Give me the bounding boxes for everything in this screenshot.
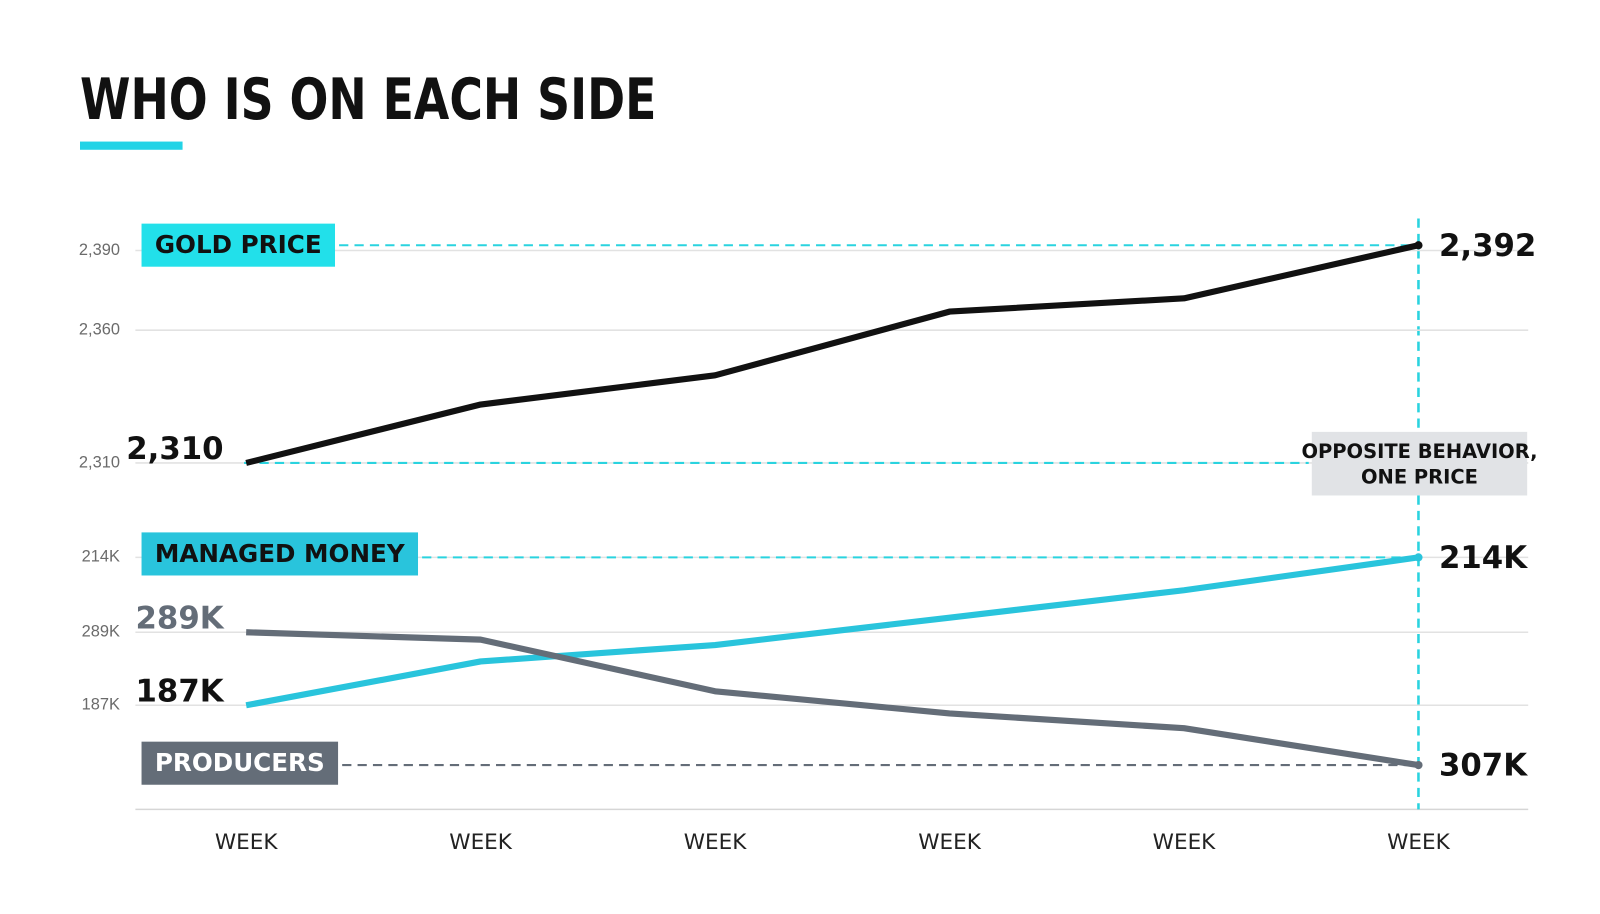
value-label: 2,392	[1439, 228, 1536, 264]
series-label-box	[141, 223, 336, 267]
x-tick-label: WEEK	[684, 830, 747, 855]
annotation: OPPOSITE BEHAVIOR,	[1301, 440, 1537, 463]
value-label: 307K	[1439, 748, 1528, 784]
x-tick-label: WEEK	[918, 830, 981, 855]
value-label: 289K	[136, 600, 225, 636]
series-label: MANAGED MONEY	[155, 539, 406, 568]
annotation: ONE PRICE	[1361, 466, 1478, 489]
annotation-box	[1311, 431, 1528, 496]
y-tick-label: 2,390	[79, 241, 120, 259]
series-label: PRODUCERS	[155, 748, 325, 777]
series-label-box	[141, 741, 339, 785]
x-tick-label: WEEK	[215, 830, 278, 855]
end-point	[1414, 241, 1423, 250]
series-label: GOLD PRICE	[155, 230, 322, 259]
end-point	[1414, 760, 1423, 770]
value-label: 2,310	[126, 431, 223, 467]
end-point	[1414, 553, 1423, 562]
series-label-box	[141, 532, 419, 576]
y-tick-label: 2,310	[79, 453, 120, 471]
y-tick-label: 289K	[82, 623, 120, 641]
series-line	[245, 554, 1419, 709]
x-tick-label: WEEK	[449, 830, 512, 855]
y-tick-label: 2,360	[79, 321, 120, 339]
value-label: 187K	[136, 673, 225, 709]
y-tick-label: 187K	[82, 696, 120, 714]
y-tick-label: 214K	[82, 548, 120, 566]
x-tick-label: WEEK	[1153, 830, 1216, 855]
x-tick-label: WEEK	[1387, 830, 1450, 855]
series-line	[246, 629, 1419, 769]
chart-title: WHO IS ON EACH SIDE	[80, 66, 656, 133]
series-line	[245, 242, 1420, 466]
value-label: 214K	[1439, 540, 1528, 576]
title-underline	[80, 141, 183, 150]
